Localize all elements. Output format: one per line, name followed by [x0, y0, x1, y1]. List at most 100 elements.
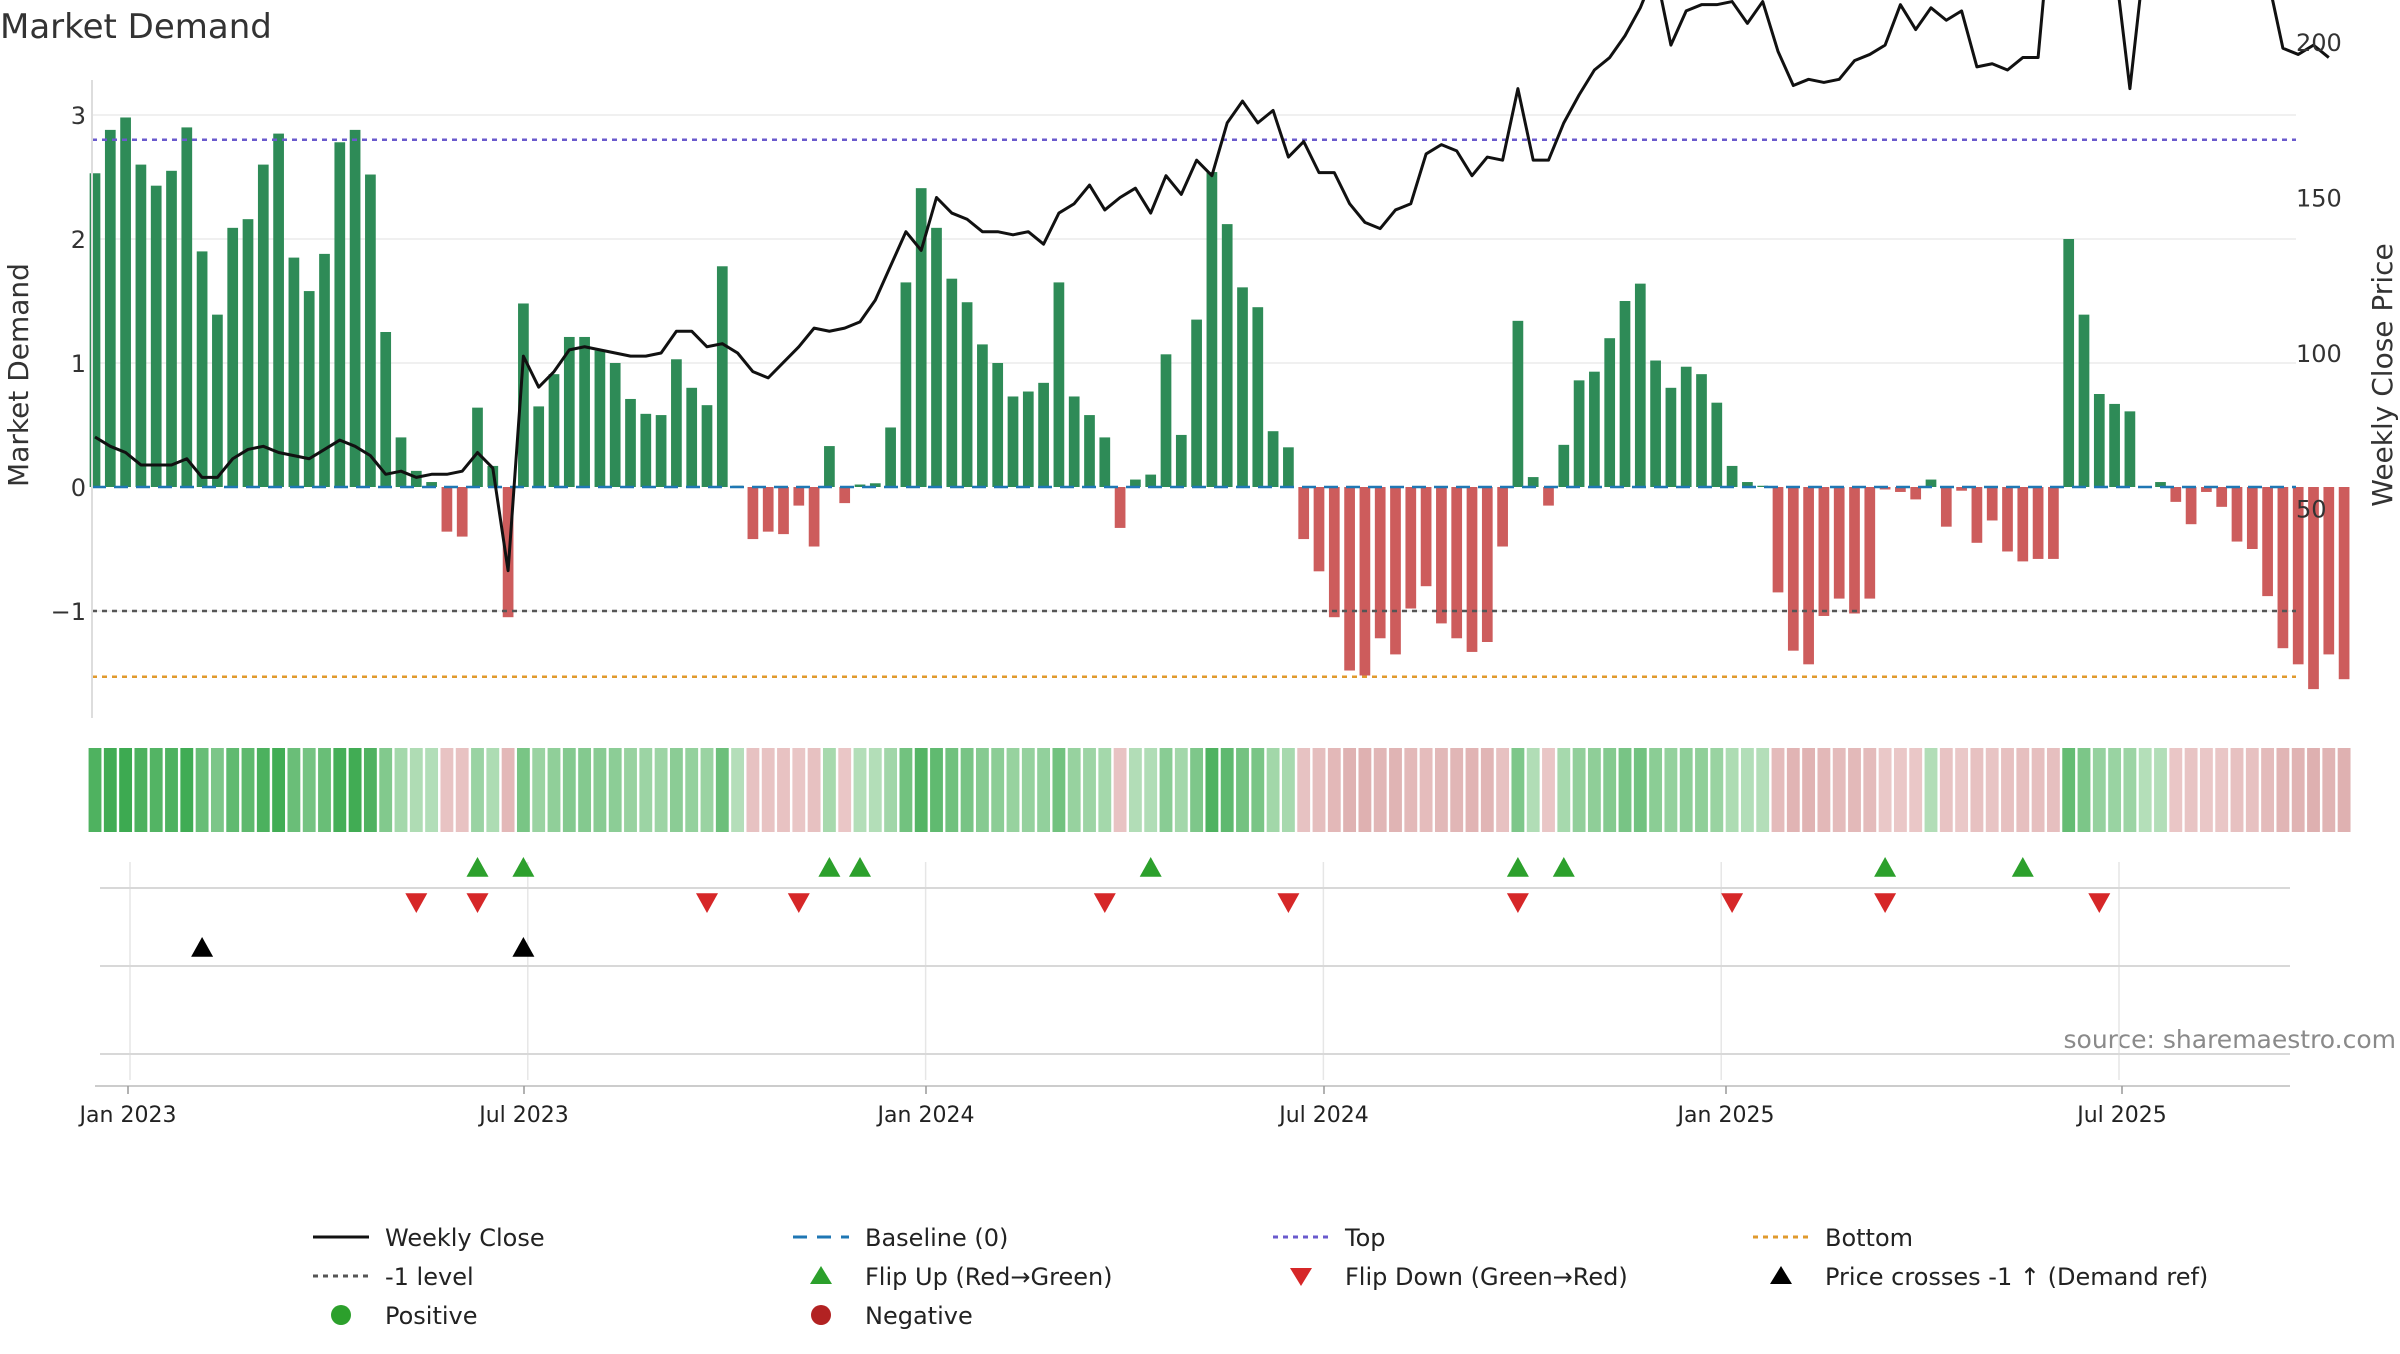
demand-bar — [1512, 320, 1524, 487]
source-label: source: sharemaestro.com — [2064, 1025, 2397, 1054]
heat-cell — [807, 748, 821, 832]
demand-bar — [1971, 487, 1983, 543]
legend-label: Flip Up (Red→Green) — [865, 1263, 1113, 1291]
legend-label: Negative — [865, 1302, 973, 1330]
heat-cell — [409, 748, 423, 832]
heat-cell — [2169, 748, 2183, 832]
demand-bar — [716, 266, 728, 487]
heat-cell — [1251, 748, 1265, 832]
heat-cell — [838, 748, 852, 832]
demand-bar — [915, 188, 927, 487]
heat-cell — [654, 748, 668, 832]
demand-bar — [2109, 403, 2120, 487]
heat-cell — [241, 748, 255, 832]
demand-bar — [1267, 431, 1279, 487]
demand-bar — [1986, 487, 1998, 521]
demand-bar — [992, 363, 1004, 487]
demand-bar — [257, 164, 269, 487]
x-tick-label: Jul 2023 — [477, 1103, 569, 1128]
demand-bar — [1619, 301, 1631, 487]
heat-cell — [1480, 748, 1494, 832]
demand-bar — [1634, 283, 1646, 487]
demand-bar — [1175, 434, 1187, 487]
y-left-tick-label: 3 — [71, 102, 86, 130]
heat-cell — [746, 748, 760, 832]
demand-bar — [1160, 354, 1172, 487]
demand-bar — [579, 336, 590, 487]
legend-item: Top — [1273, 1224, 1386, 1252]
heat-cell — [2276, 748, 2290, 832]
heat-cell — [1878, 748, 1892, 832]
demand-bar — [1130, 479, 1141, 487]
demand-bar — [1420, 487, 1432, 587]
demand-bar — [2078, 314, 2090, 487]
y-left-tick-label: 2 — [71, 226, 86, 254]
heat-cell — [272, 748, 286, 832]
demand-bar — [1252, 307, 1264, 487]
heat-cell — [1526, 748, 1540, 832]
heat-cell — [1312, 748, 1326, 832]
heat-cell — [914, 748, 928, 832]
heat-cell — [1725, 748, 1739, 832]
demand-bar — [931, 227, 942, 487]
heat-cell — [516, 748, 530, 832]
heat-cell — [1572, 748, 1586, 832]
demand-bar — [885, 427, 896, 487]
heat-cell — [960, 748, 974, 832]
heat-cell — [1052, 748, 1066, 832]
demand-bar — [1757, 485, 1769, 487]
demand-bar — [2246, 487, 2258, 549]
y-axis-right-label: Weekly Close Price — [2366, 243, 2399, 506]
heat-cell — [991, 748, 1005, 832]
demand-bar — [518, 303, 529, 487]
demand-bar — [2155, 482, 2166, 487]
demand-bar — [1527, 477, 1539, 487]
demand-bar — [2323, 487, 2335, 655]
demand-bar — [410, 470, 422, 487]
demand-bar — [1589, 371, 1600, 487]
heat-cell — [1695, 748, 1708, 832]
flip-up-marker — [1139, 857, 1162, 877]
heat-cell — [119, 748, 133, 832]
demand-bar — [1451, 487, 1463, 639]
demand-bar — [808, 487, 820, 547]
heat-cell — [2245, 748, 2259, 832]
heat-cell — [1511, 748, 1525, 832]
demand-bar — [2124, 411, 2136, 487]
heat-cell — [685, 748, 699, 832]
heat-cell — [363, 748, 377, 832]
heat-cell — [1266, 748, 1280, 832]
demand-bar — [1084, 415, 1095, 487]
demand-bar — [472, 407, 483, 487]
heat-cell — [2123, 748, 2137, 832]
y-left-tick-label: 0 — [71, 474, 86, 502]
heat-cell — [333, 748, 347, 832]
price-cross-marker — [191, 937, 214, 957]
heat-cell — [1358, 748, 1372, 832]
heat-cell — [1450, 748, 1464, 832]
heat-cell — [2138, 748, 2152, 832]
demand-bar — [533, 406, 545, 487]
flip-down-marker — [2088, 893, 2111, 913]
heat-cell — [501, 748, 515, 832]
flip-up-marker — [849, 857, 871, 877]
demand-bar — [1007, 396, 1019, 487]
heat-cell — [624, 748, 637, 832]
demand-bar — [1543, 487, 1554, 506]
heat-cell — [1924, 748, 1938, 832]
heat-cell — [1281, 748, 1295, 832]
heat-cell — [593, 748, 607, 832]
demand-bar — [365, 174, 376, 487]
legend-item: Flip Up (Red→Green) — [810, 1263, 1113, 1291]
demand-bar — [1114, 487, 1126, 528]
heat-cell — [440, 748, 454, 832]
flip-down-marker — [787, 893, 810, 913]
heat-cell — [2046, 748, 2060, 832]
heat-cell — [715, 748, 729, 832]
heat-cell — [2031, 748, 2045, 832]
heat-cell — [1389, 748, 1402, 832]
demand-bar — [1772, 487, 1784, 593]
heat-cell — [1144, 748, 1158, 832]
demand-bar — [1068, 396, 1080, 487]
